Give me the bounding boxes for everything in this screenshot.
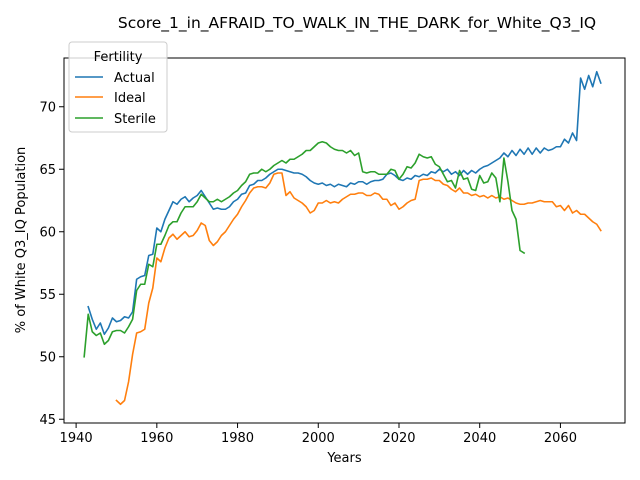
legend-box: [68, 41, 168, 133]
x-tick-label: 2020: [382, 431, 415, 446]
chart-title: Score_1_in_AFRAID_TO_WALK_IN_THE_DARK_fo…: [118, 14, 596, 33]
x-tick-label: 1980: [221, 431, 254, 446]
y-tick-label: 60: [39, 225, 56, 240]
y-axis: 45 50 55 60 65 70: [39, 100, 64, 428]
series-line-ideal: [115, 172, 602, 406]
legend-label-actual: Actual: [114, 71, 155, 86]
x-axis-label: Years: [326, 451, 362, 466]
y-tick-label: 45: [39, 413, 56, 428]
x-tick-label: 2060: [544, 431, 577, 446]
x-tick-label: 2040: [463, 431, 496, 446]
x-tick-label: 1940: [60, 431, 93, 446]
series-layer: [83, 70, 602, 406]
y-tick-label: 70: [39, 100, 56, 115]
y-tick-label: 55: [39, 288, 56, 303]
y-tick-label: 65: [39, 163, 56, 178]
x-tick-label: 2000: [302, 431, 335, 446]
legend-title: Fertility: [94, 50, 143, 65]
y-tick-label: 50: [39, 350, 56, 365]
legend: Fertility Actual Ideal Sterile: [68, 41, 168, 133]
y-axis-label: % of White Q3_IQ Population: [14, 147, 29, 334]
legend-label-ideal: Ideal: [114, 91, 146, 106]
series-line-sterile: [83, 140, 526, 358]
x-axis: 1940 1960 1980 2000 2020 2040 2060: [60, 423, 577, 446]
x-tick-label: 1960: [140, 431, 173, 446]
legend-label-sterile: Sterile: [114, 112, 156, 127]
series-line-actual: [87, 70, 602, 336]
plot-frame: [63, 57, 626, 424]
